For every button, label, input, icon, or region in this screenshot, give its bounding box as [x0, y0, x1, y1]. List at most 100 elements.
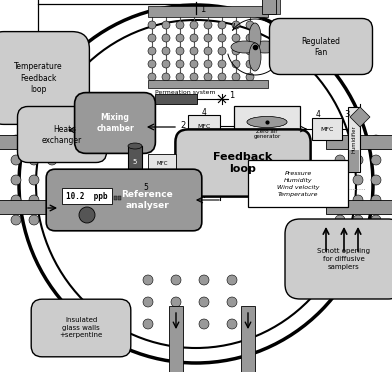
Circle shape: [218, 21, 226, 29]
Circle shape: [29, 135, 39, 145]
Circle shape: [353, 155, 363, 165]
Circle shape: [199, 319, 209, 329]
Text: 10.2  ppb: 10.2 ppb: [66, 192, 108, 201]
Bar: [169, 306, 183, 372]
Bar: [234, 106, 300, 144]
Circle shape: [335, 155, 345, 165]
Ellipse shape: [249, 43, 261, 71]
Bar: [114, 196, 117, 200]
Circle shape: [371, 135, 381, 145]
Bar: [262, 0, 276, 14]
Circle shape: [162, 60, 170, 68]
Circle shape: [227, 275, 237, 285]
Circle shape: [47, 155, 57, 165]
Bar: [148, 80, 268, 88]
Circle shape: [371, 175, 381, 185]
Bar: [62, 188, 112, 204]
Circle shape: [190, 34, 198, 42]
Text: Pressure
Humidity
Wind velocity
Temperature: Pressure Humidity Wind velocity Temperat…: [277, 171, 319, 197]
Text: 4: 4: [201, 108, 207, 116]
Ellipse shape: [247, 116, 287, 128]
Circle shape: [232, 21, 240, 29]
Circle shape: [227, 297, 237, 307]
Circle shape: [218, 34, 226, 42]
Circle shape: [204, 73, 212, 81]
Circle shape: [232, 73, 240, 81]
Bar: [268, 0, 280, 14]
Text: Zero air
generator: Zero air generator: [253, 129, 281, 140]
Bar: [118, 196, 121, 200]
Bar: [326, 135, 392, 149]
Polygon shape: [350, 107, 370, 127]
Circle shape: [29, 195, 39, 205]
Circle shape: [227, 319, 237, 329]
FancyBboxPatch shape: [18, 106, 107, 163]
Circle shape: [246, 34, 254, 42]
Circle shape: [335, 175, 345, 185]
Bar: [0, 200, 70, 214]
Circle shape: [218, 47, 226, 55]
Text: Temperature
Feedback
loop: Temperature Feedback loop: [14, 62, 62, 94]
Circle shape: [335, 215, 345, 225]
Circle shape: [79, 207, 95, 223]
Circle shape: [148, 21, 156, 29]
Text: Permeation system: Permeation system: [155, 90, 216, 94]
Circle shape: [148, 73, 156, 81]
Text: 1: 1: [200, 4, 206, 13]
Circle shape: [11, 215, 21, 225]
Circle shape: [246, 47, 254, 55]
Bar: [348, 107, 360, 172]
Circle shape: [11, 175, 21, 185]
Circle shape: [353, 175, 363, 185]
Circle shape: [11, 155, 21, 165]
Text: MFC: MFC: [320, 126, 334, 131]
Bar: [148, 154, 176, 172]
Circle shape: [232, 60, 240, 68]
Text: MFC: MFC: [156, 160, 168, 166]
Bar: [241, 306, 255, 372]
Bar: [128, 146, 142, 184]
FancyBboxPatch shape: [46, 169, 202, 231]
FancyBboxPatch shape: [0, 32, 89, 124]
Circle shape: [232, 34, 240, 42]
Text: 1: 1: [229, 90, 235, 99]
Text: 3: 3: [344, 109, 350, 119]
Ellipse shape: [128, 143, 142, 149]
Circle shape: [190, 60, 198, 68]
Circle shape: [353, 195, 363, 205]
Bar: [155, 94, 197, 104]
Circle shape: [199, 275, 209, 285]
Text: Regulated
Fan: Regulated Fan: [301, 37, 341, 57]
Circle shape: [143, 297, 153, 307]
Circle shape: [11, 195, 21, 205]
Text: Schott opening
for diffusive
samplers: Schott opening for diffusive samplers: [318, 248, 370, 269]
Circle shape: [11, 135, 21, 145]
Circle shape: [335, 135, 345, 145]
Text: Feedback
loop: Feedback loop: [213, 152, 272, 174]
Text: 5: 5: [133, 159, 137, 165]
Circle shape: [204, 60, 212, 68]
Circle shape: [171, 297, 181, 307]
Text: Humidifier: Humidifier: [352, 125, 356, 153]
Circle shape: [371, 215, 381, 225]
Ellipse shape: [251, 41, 279, 53]
Text: 4: 4: [316, 109, 320, 119]
Circle shape: [371, 195, 381, 205]
Bar: [326, 200, 392, 214]
Circle shape: [143, 275, 153, 285]
Circle shape: [162, 47, 170, 55]
Circle shape: [29, 155, 39, 165]
Text: Reference
analyser: Reference analyser: [121, 190, 173, 210]
Bar: [248, 160, 348, 207]
Circle shape: [246, 73, 254, 81]
Circle shape: [199, 297, 209, 307]
Text: Insulated
glass walls
+serpentine: Insulated glass walls +serpentine: [59, 317, 103, 339]
Circle shape: [204, 47, 212, 55]
Text: 2: 2: [180, 121, 186, 129]
Circle shape: [143, 319, 153, 329]
Circle shape: [171, 275, 181, 285]
Bar: [349, 150, 359, 172]
Circle shape: [47, 215, 57, 225]
Ellipse shape: [247, 116, 287, 128]
Circle shape: [148, 60, 156, 68]
